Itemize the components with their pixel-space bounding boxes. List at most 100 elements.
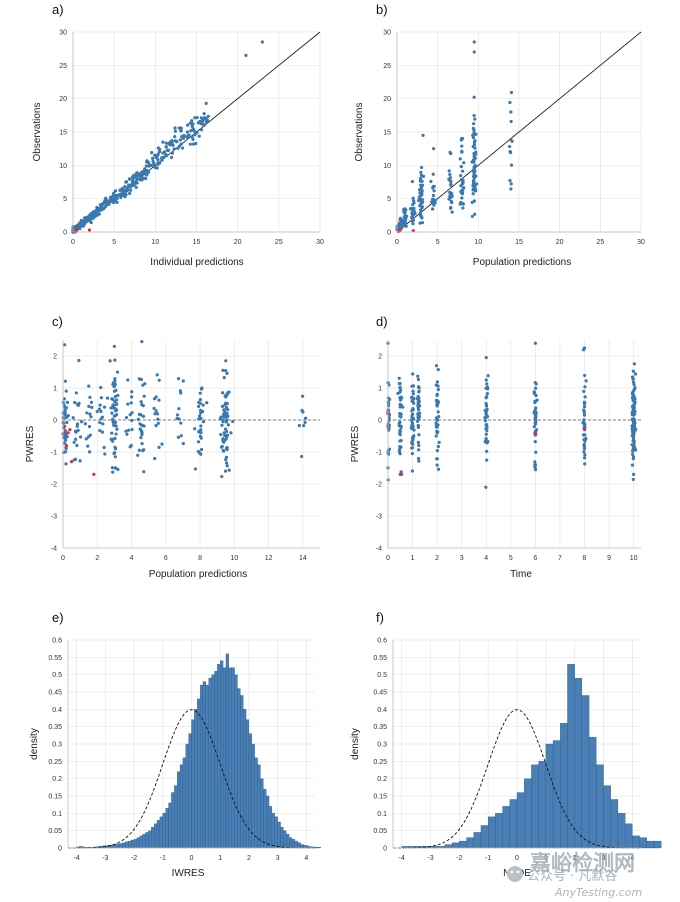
data-point (197, 417, 201, 421)
data-point (98, 203, 103, 207)
data-point (140, 433, 144, 437)
data-point (130, 390, 134, 394)
data-point (398, 381, 402, 386)
data-point (632, 396, 636, 400)
data-point (404, 224, 408, 228)
data-point (419, 214, 423, 218)
x-tick-label: 10 (230, 555, 238, 562)
data-point (87, 404, 91, 408)
data-point (72, 440, 76, 444)
data-point (124, 429, 128, 433)
data-point (136, 417, 140, 421)
y-tick-label: 15 (59, 130, 67, 137)
data-point (142, 394, 146, 398)
histogram-bar (208, 677, 212, 849)
data-point (431, 185, 435, 189)
data-point (154, 424, 158, 428)
data-point (410, 409, 414, 413)
data-point (111, 194, 115, 198)
data-point (141, 403, 145, 408)
data-point (222, 411, 227, 416)
data-point (77, 358, 81, 363)
histogram-bar (610, 799, 619, 849)
y-tick-label: -4 (376, 546, 382, 553)
data-point (303, 420, 307, 425)
y-tick-label: 0.4 (52, 707, 62, 714)
y-tick-label: 0 (63, 230, 67, 237)
data-point (80, 420, 84, 424)
data-point (161, 140, 165, 144)
data-point (112, 344, 116, 348)
data-point (474, 132, 478, 136)
data-point (448, 193, 452, 197)
histogram-bar (179, 764, 184, 849)
histogram-bar (237, 688, 241, 849)
x-tick-label: 3 (602, 855, 606, 862)
x-tick-label: 20 (556, 239, 564, 246)
data-point (631, 439, 635, 443)
histogram-bar (125, 841, 129, 849)
data-point (471, 144, 475, 149)
x-tick-label: 0 (395, 239, 399, 246)
data-point (87, 424, 92, 429)
data-point (484, 438, 488, 442)
data-point (199, 424, 203, 428)
data-point (154, 395, 158, 399)
histogram-bar (632, 835, 640, 849)
y-tick-label: -2 (376, 482, 382, 489)
data-point (403, 211, 407, 215)
data-point (63, 379, 67, 383)
data-point (224, 437, 228, 441)
histogram-bar (581, 695, 590, 849)
data-point (200, 386, 204, 390)
data-point (632, 417, 636, 421)
bql-point (69, 460, 74, 464)
wechat-eye-icon (516, 870, 520, 874)
data-point (173, 126, 177, 130)
data-point (81, 220, 86, 224)
bql-point (92, 472, 96, 476)
data-point (399, 223, 403, 227)
data-point (484, 386, 488, 390)
data-point (223, 469, 228, 473)
x-tick-label: 8 (198, 555, 202, 562)
data-point (225, 447, 229, 452)
panel-letter: b) (376, 2, 388, 17)
y-tick-label: -3 (376, 514, 382, 521)
y-axis-label: density (350, 728, 361, 760)
data-point (484, 404, 489, 408)
histogram-bar (289, 837, 293, 849)
y-tick-label: 10 (383, 163, 391, 170)
data-point (472, 155, 476, 159)
data-point (105, 396, 110, 400)
data-point (472, 199, 476, 203)
data-point (197, 134, 201, 138)
data-point (75, 402, 80, 406)
data-point (632, 362, 636, 366)
data-point (199, 428, 203, 432)
histogram-bar (495, 813, 503, 849)
data-point (220, 474, 224, 479)
watermark-site-en: AnyTesting.com (554, 886, 642, 899)
data-point (198, 119, 202, 124)
data-point (99, 385, 103, 390)
data-point (484, 485, 488, 489)
histogram-bar (639, 837, 647, 849)
histogram-bar (451, 842, 460, 849)
data-point (128, 413, 132, 417)
histogram-bar (294, 840, 298, 849)
data-point (130, 411, 134, 415)
y-tick-label: 25 (383, 63, 391, 70)
data-point (196, 440, 201, 444)
data-point (303, 416, 308, 420)
y-tick-label: 0.35 (373, 724, 387, 731)
histogram-bar (220, 660, 224, 849)
histogram-bar (646, 840, 655, 849)
data-point (472, 40, 476, 44)
x-tick-label: 30 (316, 239, 324, 246)
chart-panel-1: a) Individual predictions Observations 0 5 10… (32, 2, 324, 268)
data-point (582, 443, 586, 448)
data-point (74, 391, 78, 395)
data-point (408, 207, 413, 211)
data-point (509, 119, 513, 124)
